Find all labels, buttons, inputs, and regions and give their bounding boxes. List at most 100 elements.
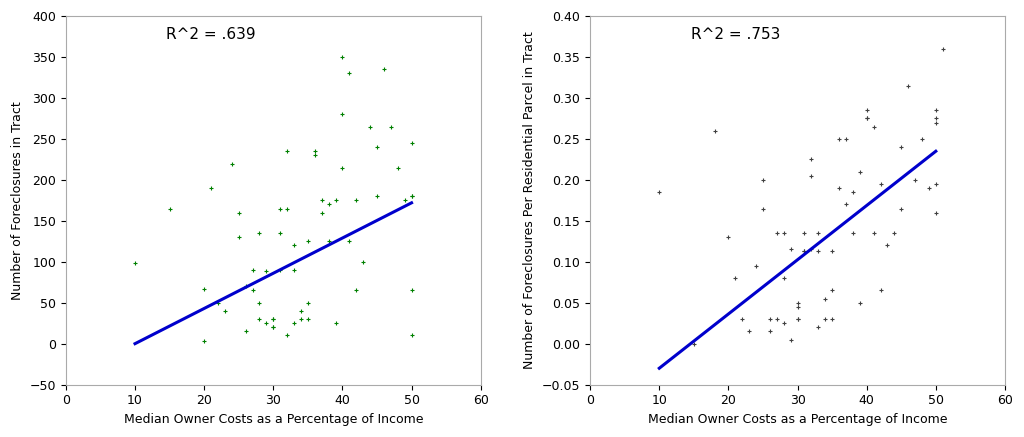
Point bbox=[865, 229, 882, 236]
Point bbox=[838, 201, 854, 208]
Point bbox=[824, 287, 841, 294]
Text: R^2 = .753: R^2 = .753 bbox=[690, 27, 780, 42]
Point bbox=[279, 332, 295, 339]
Point bbox=[893, 205, 909, 212]
Point bbox=[865, 123, 882, 130]
Point bbox=[928, 209, 944, 216]
Point bbox=[396, 197, 413, 204]
Point bbox=[886, 229, 902, 236]
Point bbox=[127, 259, 143, 266]
Point bbox=[321, 238, 337, 245]
Point bbox=[824, 248, 841, 255]
Point bbox=[858, 107, 874, 114]
Point bbox=[872, 180, 889, 187]
Point bbox=[306, 152, 323, 159]
Point bbox=[251, 229, 267, 236]
Point bbox=[845, 229, 861, 236]
Point bbox=[824, 316, 841, 323]
Point bbox=[348, 197, 365, 204]
Point bbox=[196, 285, 212, 292]
Point bbox=[707, 127, 723, 134]
Point bbox=[928, 180, 944, 187]
Point bbox=[872, 287, 889, 294]
Point bbox=[286, 242, 302, 249]
Point bbox=[790, 303, 806, 310]
Point bbox=[258, 320, 274, 327]
Point bbox=[334, 111, 350, 118]
Point bbox=[389, 164, 406, 171]
Point bbox=[203, 184, 219, 191]
Point bbox=[921, 184, 937, 191]
Point bbox=[293, 316, 309, 323]
Point bbox=[238, 328, 254, 335]
Point bbox=[782, 336, 799, 343]
Point bbox=[755, 205, 771, 212]
Point bbox=[328, 320, 344, 327]
Point bbox=[196, 338, 212, 345]
Point bbox=[286, 320, 302, 327]
Point bbox=[852, 168, 868, 175]
Point bbox=[651, 189, 668, 196]
Point bbox=[790, 316, 806, 323]
Point bbox=[803, 172, 819, 179]
Point bbox=[245, 267, 261, 274]
Point bbox=[251, 299, 267, 306]
Point bbox=[755, 177, 771, 184]
Point bbox=[258, 267, 274, 274]
Point bbox=[230, 234, 247, 241]
Point bbox=[900, 82, 916, 89]
Text: R^2 = .639: R^2 = .639 bbox=[166, 27, 256, 42]
Point bbox=[265, 316, 282, 323]
Point bbox=[817, 295, 834, 302]
Point bbox=[300, 316, 316, 323]
Y-axis label: Number of Foreclosures in Tract: Number of Foreclosures in Tract bbox=[11, 101, 25, 300]
Point bbox=[210, 299, 226, 306]
Point bbox=[321, 201, 337, 208]
Point bbox=[217, 307, 233, 314]
Point bbox=[383, 123, 399, 130]
Point bbox=[727, 275, 743, 282]
Point bbox=[797, 229, 813, 236]
Point bbox=[790, 316, 806, 323]
Point bbox=[369, 193, 385, 200]
Point bbox=[775, 320, 792, 327]
Point bbox=[265, 324, 282, 331]
Point bbox=[265, 324, 282, 331]
Point bbox=[720, 234, 736, 241]
Point bbox=[928, 119, 944, 126]
Point bbox=[858, 115, 874, 122]
Point bbox=[162, 205, 178, 212]
Point bbox=[306, 148, 323, 155]
Point bbox=[748, 262, 764, 269]
Point bbox=[913, 135, 930, 142]
Point bbox=[775, 229, 792, 236]
Point bbox=[230, 209, 247, 216]
Point bbox=[403, 287, 420, 294]
Point bbox=[810, 229, 826, 236]
Y-axis label: Number of Foreclosures Per Residential Parcel in Tract: Number of Foreclosures Per Residential P… bbox=[523, 31, 537, 369]
Point bbox=[810, 248, 826, 255]
Point bbox=[686, 340, 702, 347]
Point bbox=[334, 54, 350, 61]
Point bbox=[769, 316, 785, 323]
Point bbox=[762, 328, 778, 335]
Point bbox=[858, 115, 874, 122]
Point bbox=[313, 209, 330, 216]
Point bbox=[300, 238, 316, 245]
Point bbox=[775, 275, 792, 282]
Point bbox=[272, 205, 289, 212]
Point bbox=[355, 258, 372, 265]
Point bbox=[734, 316, 751, 323]
Point bbox=[403, 139, 420, 146]
Point bbox=[238, 283, 254, 290]
Point bbox=[265, 316, 282, 323]
Point bbox=[797, 248, 813, 255]
Point bbox=[852, 299, 868, 306]
X-axis label: Median Owner Costs as a Percentage of Income: Median Owner Costs as a Percentage of In… bbox=[124, 413, 423, 426]
Point bbox=[803, 156, 819, 163]
Point bbox=[251, 316, 267, 323]
Point bbox=[313, 197, 330, 204]
Point bbox=[369, 144, 385, 151]
Point bbox=[830, 135, 847, 142]
Point bbox=[293, 307, 309, 314]
